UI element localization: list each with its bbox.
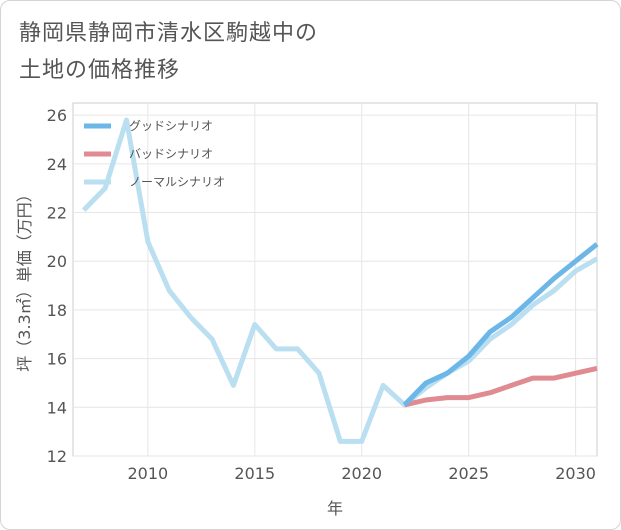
legend-label-2: ノーマルシナリオ (129, 175, 225, 189)
y-axis-ticks: 12 14 16 18 20 22 24 26 (47, 106, 67, 466)
x-tick-label: 2030 (555, 464, 596, 483)
x-tick-label: 2025 (448, 464, 489, 483)
legend-label-0: グッドシナリオ (129, 119, 213, 133)
y-tick-label: 18 (47, 301, 67, 320)
y-tick-label: 22 (47, 204, 67, 223)
series-line-0 (402, 242, 599, 407)
y-tick-label: 20 (47, 252, 67, 271)
y-tick-label: 14 (47, 398, 67, 417)
y-tick-label: 24 (47, 155, 67, 174)
x-axis-title: 年 (327, 499, 343, 518)
chart-title: 静岡県静岡市清水区駒越中の 土地の価格推移 (19, 15, 318, 89)
x-tick-label: 2020 (341, 464, 382, 483)
chart-title-line-2: 土地の価格推移 (19, 58, 181, 83)
grid (73, 103, 597, 457)
series-line-2 (81, 117, 599, 444)
series-line-1 (403, 365, 598, 408)
y-axis-title: 坪（3.3㎡）単価（万円） (15, 186, 34, 371)
plot-area (72, 102, 598, 457)
y-tick-label: 12 (47, 447, 67, 466)
series-lines (81, 117, 599, 444)
chart-title-line-1: 静岡県静岡市清水区駒越中の (19, 21, 319, 46)
y-tick-label: 16 (47, 350, 67, 369)
legend-label-1: バッドシナリオ (129, 147, 213, 161)
y-tick-label: 26 (47, 106, 67, 125)
x-tick-label: 2010 (127, 464, 168, 483)
x-tick-label: 2015 (234, 464, 275, 483)
x-axis-ticks: 2010 2015 2020 2025 2030 (127, 464, 595, 483)
